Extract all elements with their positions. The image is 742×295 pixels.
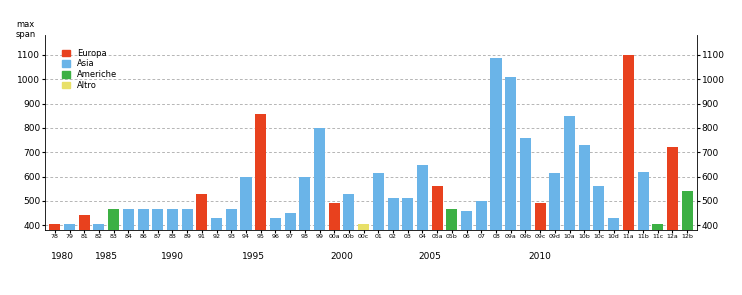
Bar bbox=[226, 209, 237, 230]
Bar bbox=[314, 128, 325, 230]
Bar bbox=[476, 201, 487, 230]
Bar bbox=[505, 77, 516, 230]
Bar bbox=[79, 215, 90, 230]
Bar bbox=[402, 199, 413, 230]
Text: max
span: max span bbox=[15, 20, 36, 39]
Bar bbox=[240, 176, 252, 230]
Bar bbox=[49, 224, 60, 230]
Bar bbox=[623, 55, 634, 230]
Bar bbox=[549, 173, 560, 230]
Bar bbox=[123, 209, 134, 230]
Bar bbox=[652, 224, 663, 230]
Bar bbox=[255, 114, 266, 230]
Bar bbox=[211, 218, 222, 230]
Bar bbox=[64, 224, 75, 230]
Bar bbox=[285, 213, 295, 230]
Text: 2005: 2005 bbox=[418, 252, 441, 261]
Bar bbox=[182, 209, 193, 230]
Bar bbox=[608, 218, 619, 230]
Bar bbox=[432, 186, 443, 230]
Bar bbox=[137, 209, 148, 230]
Bar bbox=[520, 137, 531, 230]
Bar bbox=[534, 203, 545, 230]
Text: 1985: 1985 bbox=[95, 252, 118, 261]
Bar bbox=[329, 203, 340, 230]
Bar bbox=[270, 218, 281, 230]
Bar bbox=[108, 209, 119, 230]
Bar bbox=[299, 176, 310, 230]
Bar bbox=[447, 209, 457, 230]
Bar bbox=[667, 147, 678, 230]
Bar bbox=[564, 116, 575, 230]
Bar bbox=[417, 165, 428, 230]
Bar bbox=[197, 194, 208, 230]
Bar bbox=[358, 224, 370, 230]
Bar bbox=[93, 224, 105, 230]
Legend: Europa, Asia, Americhe, Altro: Europa, Asia, Americhe, Altro bbox=[59, 45, 120, 93]
Text: 1995: 1995 bbox=[242, 252, 265, 261]
Bar bbox=[637, 172, 649, 230]
Bar bbox=[579, 145, 590, 230]
Bar bbox=[490, 58, 502, 230]
Text: 2000: 2000 bbox=[330, 252, 353, 261]
Bar bbox=[594, 186, 605, 230]
Bar bbox=[372, 173, 384, 230]
Bar bbox=[682, 191, 693, 230]
Text: 1980: 1980 bbox=[50, 252, 73, 261]
Bar bbox=[152, 209, 163, 230]
Text: 2010: 2010 bbox=[529, 252, 551, 261]
Bar bbox=[167, 209, 178, 230]
Bar bbox=[344, 194, 355, 230]
Bar bbox=[461, 211, 472, 230]
Text: 1990: 1990 bbox=[161, 252, 184, 261]
Bar bbox=[387, 199, 398, 230]
